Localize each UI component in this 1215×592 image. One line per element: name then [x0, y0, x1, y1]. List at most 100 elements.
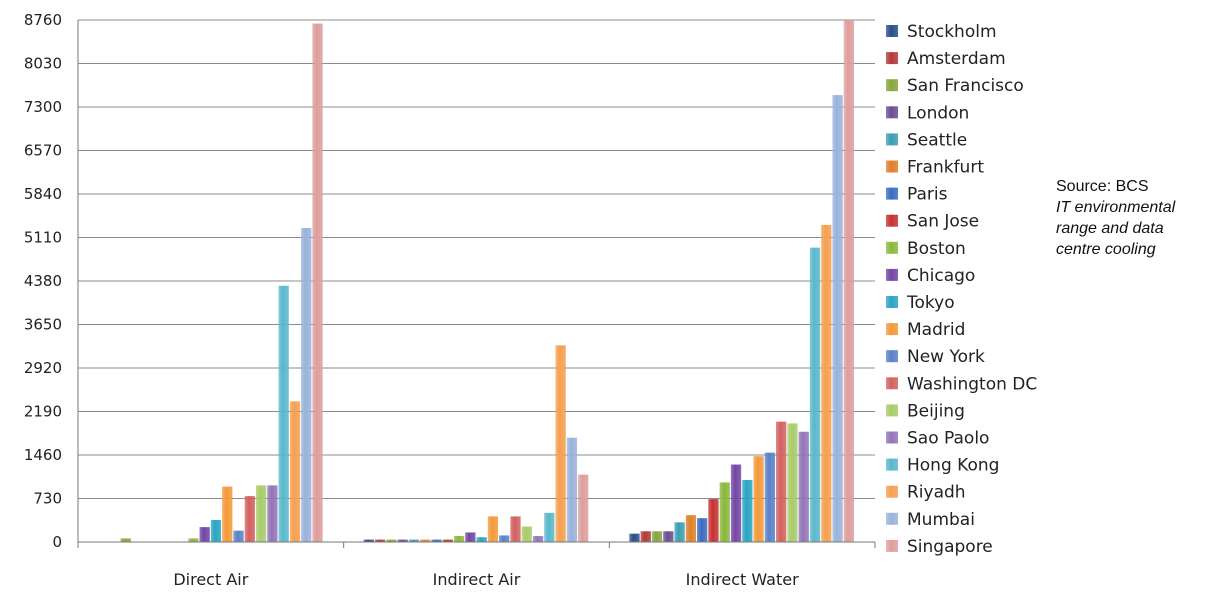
legend-item: Washington DC	[886, 374, 1037, 394]
bar	[255, 485, 267, 542]
bar	[408, 539, 420, 542]
bar	[210, 519, 222, 542]
y-tick-label: 8760	[24, 11, 62, 29]
x-axis-categories: Direct Air Indirect Air Indirect Water	[173, 570, 799, 589]
legend-swatch	[886, 485, 898, 498]
legend-swatch	[886, 377, 898, 390]
bar	[289, 401, 301, 542]
bar	[798, 431, 809, 542]
legend-item: Hong Kong	[886, 456, 999, 476]
bar	[629, 533, 640, 542]
bar	[222, 486, 233, 542]
bar	[510, 516, 521, 542]
bar	[555, 345, 566, 542]
axes	[77, 20, 876, 548]
legend-item: Sao Paolo	[886, 429, 989, 449]
bar	[697, 518, 708, 542]
bar	[764, 452, 776, 542]
legend-item: Amsterdam	[886, 49, 1006, 69]
legend-swatch	[886, 79, 898, 92]
legend-label: Stockholm	[907, 22, 997, 42]
bar	[521, 526, 532, 542]
bar	[663, 531, 674, 542]
x-category-label: Indirect Air	[433, 570, 521, 589]
bar	[465, 532, 476, 542]
legend-label: Seattle	[907, 130, 967, 150]
legend-swatch	[886, 404, 898, 417]
bar	[487, 516, 499, 542]
source-title-line: IT environmental	[1056, 199, 1176, 216]
legend-item: Tokyo	[886, 293, 955, 313]
bar	[651, 531, 663, 542]
legend-swatch	[886, 214, 898, 227]
bar	[120, 538, 131, 542]
bar	[233, 530, 244, 542]
bar	[244, 496, 255, 542]
legend-item: Mumbai	[886, 510, 975, 530]
bar	[685, 515, 697, 542]
legend-item: Seattle	[886, 130, 967, 150]
source-note: Source: BCS IT environmental range and d…	[1056, 176, 1175, 260]
x-category-label: Indirect Water	[686, 570, 799, 589]
legend-label: Hong Kong	[907, 456, 999, 476]
legend-swatch	[886, 539, 898, 552]
legend-label: Tokyo	[906, 293, 955, 313]
legend-label: Mumbai	[907, 510, 975, 530]
bar	[312, 23, 323, 543]
bar	[640, 531, 651, 542]
bar	[776, 421, 787, 542]
bar	[843, 20, 854, 542]
legend-swatch	[886, 52, 898, 65]
bar	[420, 539, 431, 542]
legend-label: Boston	[907, 239, 966, 259]
legend-label: Frankfurt	[907, 158, 984, 178]
bar	[532, 536, 544, 542]
y-tick-label: 2190	[24, 403, 62, 421]
legend-label: Washington DC	[907, 374, 1037, 394]
bar	[578, 474, 589, 542]
bar	[431, 539, 442, 542]
legend-label: London	[907, 103, 969, 123]
legend-label: Chicago	[907, 266, 975, 286]
bar	[199, 527, 210, 542]
legend-label: Madrid	[907, 320, 965, 340]
legend-item: Chicago	[886, 266, 975, 286]
y-tick-label: 730	[33, 490, 62, 508]
legend-swatch	[886, 323, 898, 336]
bar	[753, 456, 764, 542]
legend: Stockholm Amsterdam San Francisco London Sea…	[886, 22, 1037, 557]
bar	[708, 499, 719, 542]
bar	[821, 224, 832, 542]
y-tick-label: 7300	[24, 98, 62, 116]
legend-item: Madrid	[886, 320, 965, 340]
bar	[787, 423, 798, 542]
legend-swatch	[886, 458, 898, 471]
legend-swatch	[886, 25, 898, 37]
bar	[267, 485, 278, 542]
bars	[120, 20, 854, 543]
source-line: Source: BCS	[1056, 178, 1149, 195]
legend-swatch	[886, 241, 898, 254]
source-title-line: centre cooling	[1056, 241, 1156, 258]
bar	[719, 482, 730, 542]
y-tick-label: 8030	[24, 55, 62, 73]
legend-swatch	[886, 431, 898, 444]
y-tick-label: 5840	[24, 185, 62, 203]
legend-swatch	[886, 133, 898, 146]
bar	[188, 538, 199, 542]
legend-swatch	[886, 268, 898, 281]
gridlines	[78, 19, 875, 543]
legend-item: New York	[886, 347, 985, 367]
bar	[730, 464, 742, 542]
y-tick-label: 4380	[24, 272, 62, 290]
legend-swatch	[886, 296, 898, 308]
bar	[453, 536, 465, 542]
legend-label: Singapore	[907, 537, 993, 557]
bar	[301, 227, 312, 542]
y-tick-label: 1460	[24, 446, 62, 464]
legend-item: San Francisco	[886, 76, 1024, 96]
bar	[363, 539, 374, 542]
legend-item: Singapore	[886, 537, 993, 557]
bar	[674, 522, 685, 542]
